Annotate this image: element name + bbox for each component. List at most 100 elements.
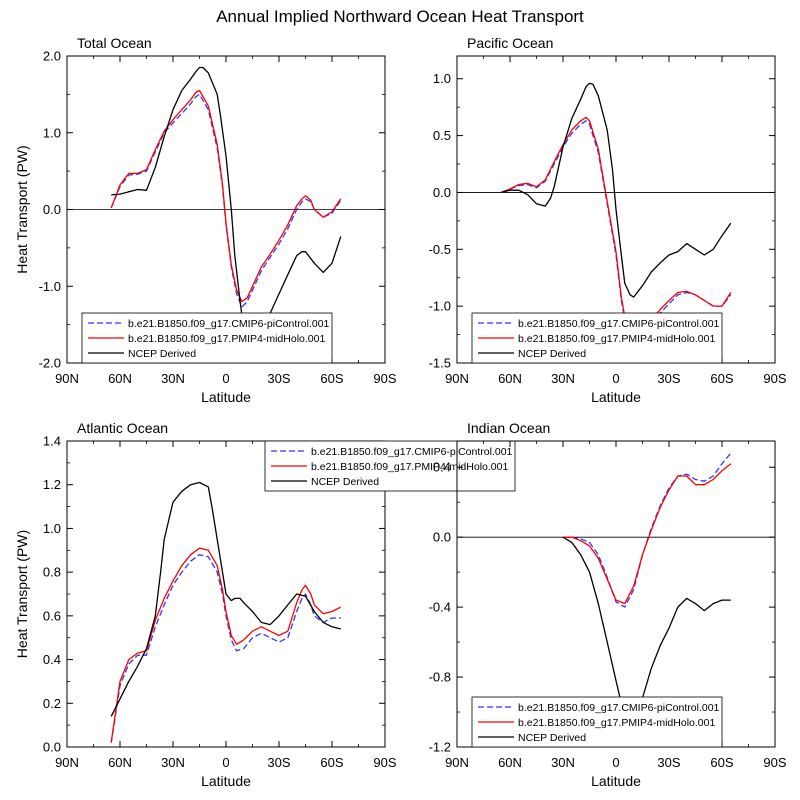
legend: b.e21.B1850.f09_g17.CMIP6-piControl.001b… bbox=[471, 696, 723, 748]
y-tick-label: 2.0 bbox=[43, 49, 61, 64]
series-line bbox=[111, 66, 342, 335]
panel-title: Total Ocean bbox=[77, 35, 152, 51]
series-line bbox=[500, 120, 732, 344]
legend-label: b.e21.B1850.f09_g17.CMIP6-piControl.001 bbox=[128, 318, 330, 330]
series-line bbox=[110, 89, 342, 303]
series-line bbox=[110, 481, 341, 717]
x-tick-label: 60S bbox=[710, 755, 733, 770]
x-tick-label: 30N bbox=[161, 755, 185, 770]
x-tick-label: 90S bbox=[763, 371, 786, 386]
x-tick-label: 0 bbox=[612, 755, 619, 770]
y-tick-label: 0.0 bbox=[433, 185, 451, 200]
series-line bbox=[110, 93, 342, 308]
series-group bbox=[110, 481, 342, 743]
x-tick-label: 30S bbox=[267, 755, 290, 770]
y-tick-label: 0.5 bbox=[433, 128, 451, 143]
series-line bbox=[563, 452, 732, 608]
x-tick-label: 90N bbox=[55, 371, 79, 386]
series-line bbox=[563, 463, 732, 605]
legend-label: b.e21.B1850.f09_g17.PMIP4-midHolo.001 bbox=[518, 717, 715, 729]
x-tick-label: 30S bbox=[267, 371, 290, 386]
y-tick-label: 1.2 bbox=[43, 477, 61, 492]
series-group bbox=[500, 82, 732, 344]
x-tick-label: 30N bbox=[161, 371, 185, 386]
x-tick-label: 0 bbox=[612, 371, 619, 386]
x-tick-label: 30N bbox=[551, 755, 575, 770]
legend-label: b.e21.B1850.f09_g17.PMIP4-midHolo.001 bbox=[518, 333, 715, 345]
panel-title: Pacific Ocean bbox=[467, 35, 553, 51]
y-tick-label: 0.4 bbox=[433, 460, 451, 475]
legend-label: b.e21.B1850.f09_g17.PMIP4-midHolo.001 bbox=[128, 333, 325, 345]
y-tick-label: 0.8 bbox=[43, 565, 61, 580]
y-tick-label: -1.2 bbox=[429, 740, 451, 755]
y-tick-label: 0.0 bbox=[43, 740, 61, 755]
legend-label: NCEP Derived bbox=[518, 732, 586, 744]
y-tick-label: 0.0 bbox=[43, 202, 61, 217]
chart-panels: Total Ocean 90N 60N 30N 0 30S 60S 90S -2.0 -1.0 0.… bbox=[14, 35, 787, 789]
y-tick-label: -1.0 bbox=[39, 279, 61, 294]
y-axis-label: Heat Transport (PW) bbox=[14, 530, 30, 658]
series-line bbox=[562, 536, 731, 717]
legend-label: NCEP Derived bbox=[518, 348, 586, 360]
legend-label: b.e21.B1850.f09_g17.CMIP6-piControl.001 bbox=[518, 702, 720, 714]
y-tick-label: 1.0 bbox=[43, 521, 61, 536]
y-axis-label: Heat Transport (PW) bbox=[14, 145, 30, 273]
x-tick-label: 90N bbox=[55, 755, 79, 770]
x-tick-label: 60N bbox=[498, 755, 522, 770]
series-line bbox=[500, 116, 732, 341]
x-tick-label: 60S bbox=[320, 371, 343, 386]
y-tick-label: -0.5 bbox=[429, 242, 451, 257]
chart-panel-1: Pacific Ocean 90N 60N 30N 0 30S 60S 90S -1.5 -1.0… bbox=[429, 35, 787, 405]
panel-title: Atlantic Ocean bbox=[77, 420, 168, 436]
x-axis-label: Latitude bbox=[201, 389, 251, 405]
series-line bbox=[110, 554, 341, 743]
series-line bbox=[110, 547, 342, 743]
x-tick-label: 90S bbox=[373, 755, 396, 770]
legend-label: NCEP Derived bbox=[311, 476, 379, 488]
legend: b.e21.B1850.f09_g17.CMIP6-piControl.001b… bbox=[471, 312, 723, 364]
chart-panel-3: Indian Ocean 90N 60N 30N 0 30S 60S 90S -1.2 -0.8 -… bbox=[429, 420, 787, 789]
y-tick-label: 1.0 bbox=[433, 71, 451, 86]
panel-title: Indian Ocean bbox=[467, 420, 550, 436]
series-group bbox=[562, 452, 732, 717]
x-tick-label: 60S bbox=[710, 371, 733, 386]
y-tick-label: 1.0 bbox=[43, 125, 61, 140]
x-tick-label: 90N bbox=[445, 755, 469, 770]
y-tick-label: -2.0 bbox=[39, 356, 61, 371]
y-tick-label: -0.8 bbox=[429, 670, 451, 685]
y-tick-label: 0.6 bbox=[43, 608, 61, 623]
x-tick-label: 0 bbox=[222, 371, 229, 386]
x-tick-label: 60S bbox=[320, 755, 343, 770]
series-group bbox=[110, 66, 342, 335]
y-tick-label: 0.4 bbox=[43, 652, 61, 667]
y-tick-label: 0.0 bbox=[433, 530, 451, 545]
y-tick-label: -0.4 bbox=[429, 600, 451, 615]
x-tick-label: 90S bbox=[763, 755, 786, 770]
x-tick-label: 90N bbox=[445, 371, 469, 386]
x-tick-label: 30N bbox=[551, 371, 575, 386]
y-tick-label: 0.2 bbox=[43, 696, 61, 711]
chart-panel-0: Total Ocean 90N 60N 30N 0 30S 60S 90S -2.0 -1.0 0.… bbox=[14, 35, 397, 405]
legend: b.e21.B1850.f09_g17.CMIP6-piControl.001b… bbox=[81, 312, 333, 364]
legend: b.e21.B1850.f09_g17.CMIP6-piControl.001b… bbox=[264, 440, 516, 492]
x-tick-label: 90S bbox=[373, 371, 396, 386]
legend-label: b.e21.B1850.f09_g17.CMIP6-piControl.001 bbox=[311, 446, 513, 458]
x-axis-label: Latitude bbox=[591, 389, 641, 405]
chart-panel-2: Atlantic Ocean 90N 60N 30N 0 30S 60S 90S 0.0 0.2 0… bbox=[14, 420, 516, 789]
x-axis-label: Latitude bbox=[201, 773, 251, 789]
legend-label: b.e21.B1850.f09_g17.PMIP4-midHolo.001 bbox=[311, 461, 508, 473]
x-tick-label: 30S bbox=[657, 371, 680, 386]
series-line bbox=[501, 82, 732, 298]
x-axis-label: Latitude bbox=[591, 773, 641, 789]
y-tick-label: 1.4 bbox=[43, 434, 61, 449]
legend-label: NCEP Derived bbox=[128, 348, 196, 360]
y-tick-label: -1.0 bbox=[429, 299, 451, 314]
x-tick-label: 0 bbox=[222, 755, 229, 770]
legend-label: b.e21.B1850.f09_g17.CMIP6-piControl.001 bbox=[518, 318, 720, 330]
x-tick-label: 30S bbox=[657, 755, 680, 770]
y-tick-label: -1.5 bbox=[429, 356, 451, 371]
x-tick-label: 60N bbox=[108, 755, 132, 770]
x-tick-label: 60N bbox=[498, 371, 522, 386]
figure-title: Annual Implied Northward Ocean Heat Tran… bbox=[216, 7, 584, 26]
